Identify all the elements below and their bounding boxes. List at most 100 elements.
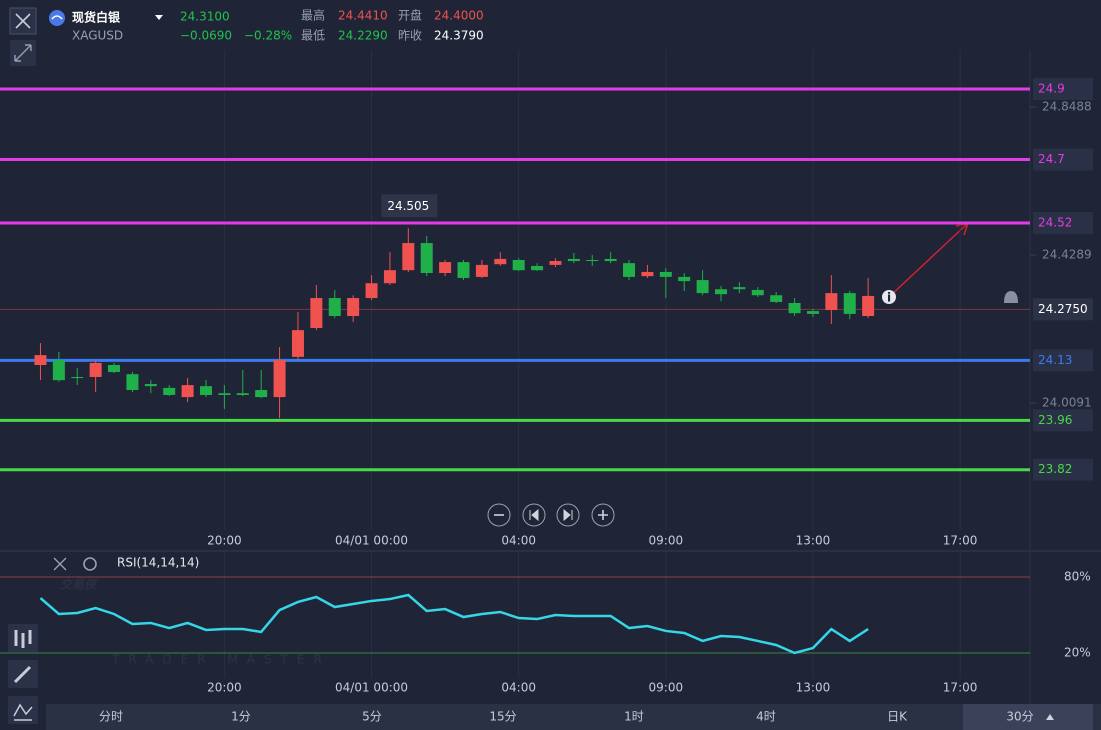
x-tick-label: 04/01 00:00 — [335, 681, 408, 695]
candle-body — [457, 262, 470, 278]
candle-body — [291, 330, 304, 357]
candle-body — [71, 376, 84, 379]
candle-body — [659, 271, 672, 277]
tab[interactable]: 1时 — [624, 710, 644, 724]
candle-body — [843, 293, 856, 314]
candle-body — [347, 298, 360, 317]
candle-body — [89, 362, 102, 377]
level-label: 24.13 — [1038, 353, 1072, 367]
candle-body — [586, 259, 599, 262]
button-icon — [529, 508, 539, 522]
candle-body — [494, 258, 507, 265]
level-label-box — [1033, 349, 1093, 372]
change-pct: −0.28% — [244, 29, 292, 43]
candle-body — [678, 276, 691, 282]
level-label-box — [1033, 211, 1093, 234]
candle-body — [715, 289, 727, 295]
candle-body — [144, 384, 157, 387]
candle-body — [328, 298, 341, 317]
info-icon[interactable] — [882, 290, 896, 304]
tab[interactable]: 4时 — [756, 710, 776, 724]
symbol-code: XAGUSD — [72, 29, 123, 43]
level-label-box — [1033, 458, 1093, 481]
step-forward-button[interactable] — [556, 503, 580, 527]
rsi-close[interactable] — [53, 557, 67, 571]
candle-body — [200, 386, 212, 395]
change: −0.0690 — [180, 29, 232, 43]
tab[interactable]: 分时 — [99, 710, 123, 724]
candle-body — [402, 243, 415, 271]
step-back-button[interactable] — [522, 503, 546, 527]
x-tick-label: 04:00 — [501, 534, 536, 548]
collapse-icon — [14, 44, 32, 62]
symbol-dropdown[interactable] — [155, 15, 163, 20]
x-tick-label: 20:00 — [207, 534, 242, 548]
button-icon — [598, 510, 608, 520]
collapse-button[interactable] — [10, 40, 36, 66]
candle-body — [696, 280, 709, 294]
symbol-logo-mark — [51, 15, 63, 20]
candle-body — [733, 287, 746, 290]
tab-caret — [1046, 714, 1054, 720]
price: 24.3100 — [180, 10, 230, 24]
zoom-out-button[interactable] — [487, 503, 511, 527]
x-tick-label: 09:00 — [649, 534, 684, 548]
x-tick-label: 09:00 — [649, 681, 684, 695]
y-tick-label: 20% — [1064, 645, 1091, 659]
candle-body — [255, 390, 268, 398]
close-button[interactable] — [9, 7, 37, 35]
candle-body — [439, 262, 452, 274]
level-label-box — [1033, 78, 1093, 101]
candle-body — [806, 311, 819, 314]
candle-body — [163, 387, 176, 395]
last-price-label: 24.2750 — [1038, 302, 1088, 316]
tool-indicator-icon — [13, 703, 33, 721]
rsi-title: RSI(14,14,14) — [117, 556, 199, 570]
tab[interactable]: 1分 — [231, 710, 251, 724]
candle-body — [531, 265, 544, 271]
alert-bell[interactable] — [1004, 291, 1018, 303]
candle-body — [365, 283, 378, 299]
tab-active-bg — [963, 704, 1093, 730]
candle-body — [623, 263, 636, 277]
x-tick-label: 13:00 — [796, 534, 831, 548]
annotation-label: 24.505 — [387, 199, 429, 213]
stat-value: 24.3790 — [434, 29, 484, 43]
trend-arrow — [888, 222, 969, 298]
symbol-logo — [49, 10, 65, 26]
candle-body — [604, 258, 617, 262]
button-icon — [563, 508, 573, 522]
level-label-box — [1033, 409, 1093, 432]
candle-body — [126, 374, 139, 391]
annotation-box — [381, 194, 438, 218]
tool-candles-icon — [14, 630, 32, 648]
candle-body — [512, 259, 525, 271]
stat-label: 开盘 — [398, 8, 422, 23]
x-tick-label: 17:00 — [943, 534, 978, 548]
level-label: 23.82 — [1038, 462, 1072, 476]
candle-body — [218, 393, 231, 395]
tab[interactable]: 日K — [887, 710, 908, 724]
candle-body — [751, 289, 764, 296]
level-label-box — [1033, 148, 1093, 171]
watermark-title: 交易侠 — [60, 578, 98, 592]
candle-body — [273, 360, 286, 398]
y-tick-label: 24.8488 — [1042, 100, 1092, 114]
candle-body — [383, 270, 396, 284]
candle-body — [52, 360, 65, 381]
tab[interactable]: 5分 — [362, 710, 382, 724]
level-label: 24.52 — [1038, 215, 1072, 229]
last-price-box — [1033, 298, 1093, 321]
rsi-settings[interactable] — [83, 557, 97, 571]
candle-body — [641, 271, 654, 277]
candle-body — [475, 264, 488, 277]
candle-body — [549, 261, 562, 265]
level-label: 24.7 — [1038, 152, 1065, 166]
x-tick-label: 20:00 — [207, 681, 242, 695]
candle-body — [567, 258, 580, 262]
tab[interactable]: 15分 — [489, 710, 516, 724]
tool-draw-icon — [13, 665, 32, 684]
zoom-in-button[interactable] — [591, 503, 615, 527]
tab[interactable]: 30分 — [1006, 710, 1033, 724]
